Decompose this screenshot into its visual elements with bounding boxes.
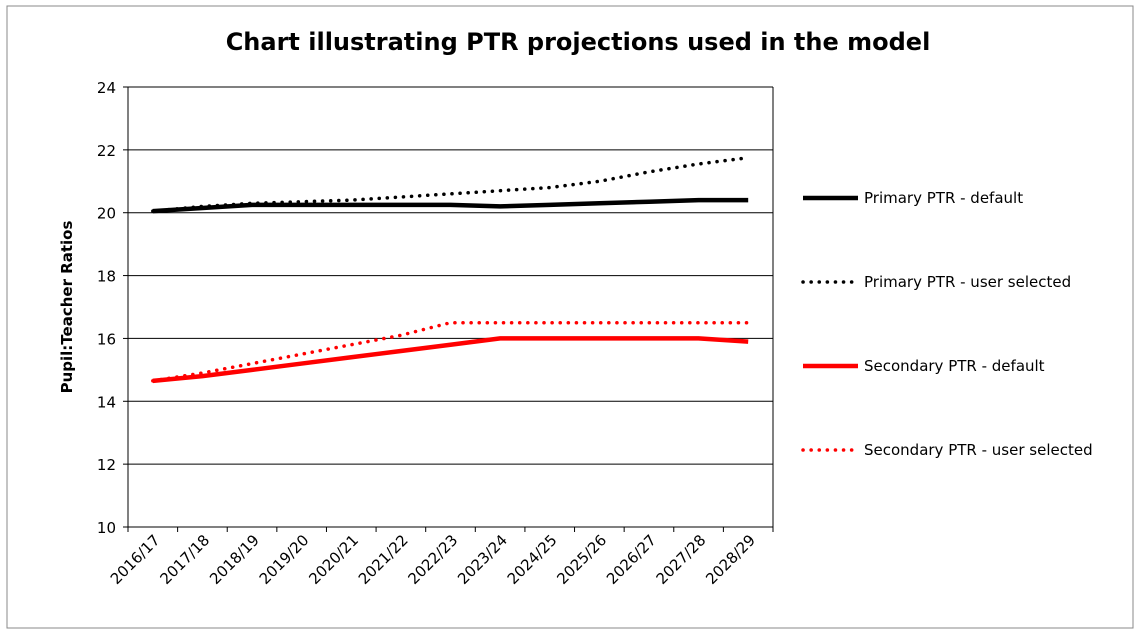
y-tick-label: 24 xyxy=(97,79,116,97)
y-tick-label: 20 xyxy=(97,205,116,223)
y-tick-label: 12 xyxy=(97,456,116,474)
chart-border xyxy=(6,5,1134,629)
series-line xyxy=(152,197,749,214)
legend-label: Secondary PTR - user selected xyxy=(864,441,1093,459)
y-tick-label: 14 xyxy=(97,393,116,411)
y-tick-label: 10 xyxy=(97,519,116,537)
series-line xyxy=(152,336,749,384)
y-tick-label: 16 xyxy=(97,330,116,348)
legend-label: Primary PTR - default xyxy=(864,189,1023,207)
y-tick-label: 22 xyxy=(97,142,116,160)
y-tick-label: 18 xyxy=(97,268,116,286)
chart-title: Chart illustrating PTR projections used … xyxy=(226,28,931,56)
legend-label: Secondary PTR - default xyxy=(864,357,1045,375)
y-axis-label: Pupil:Teacher Ratios xyxy=(58,221,76,394)
series-line xyxy=(151,155,750,213)
series-line xyxy=(151,320,750,383)
legend-label: Primary PTR - user selected xyxy=(864,273,1071,291)
